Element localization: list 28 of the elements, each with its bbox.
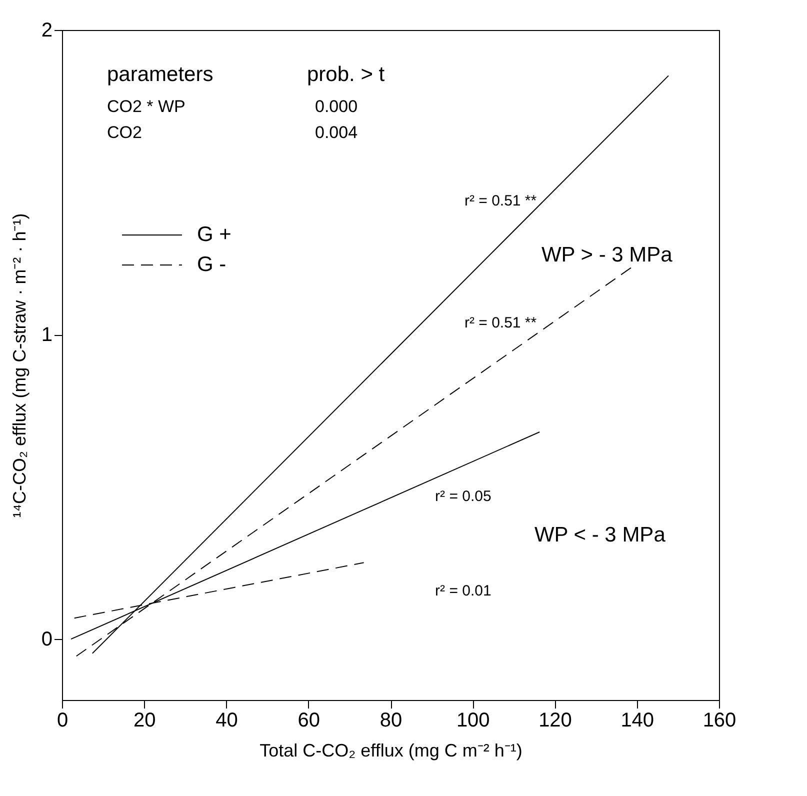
x-tick-label: 100: [456, 710, 490, 732]
x-axis-title: Total C-CO₂ efflux (mg C m⁻² h⁻¹): [260, 740, 522, 760]
x-tick-label: 20: [134, 710, 156, 732]
y-tick-label: 2: [41, 20, 52, 42]
y-tick-label: 0: [41, 628, 52, 651]
x-tick-label: 140: [620, 710, 654, 732]
annotation: 0.000: [315, 97, 358, 116]
x-tick-label: 120: [538, 710, 572, 732]
annotation: r² = 0.01: [435, 582, 492, 600]
x-tick-label: 60: [298, 710, 320, 732]
y-tick-label: 1: [41, 324, 52, 346]
legend-label: G +: [197, 223, 232, 246]
annotation: r² = 0.51 **: [464, 314, 537, 332]
x-tick-label: 160: [702, 710, 736, 732]
x-tick-label: 80: [380, 710, 402, 732]
annotation: WP > - 3 MPa: [541, 243, 673, 266]
annotation: WP < - 3 MPa: [534, 524, 666, 547]
annotation: parameters: [107, 63, 214, 86]
x-tick-label: 0: [56, 710, 68, 732]
y-axis-title: ¹⁴C-CO₂ efflux (mg C-straw · m⁻² · h⁻¹): [9, 213, 30, 518]
annotation: CO2: [107, 123, 142, 142]
legend-label: G -: [197, 253, 226, 276]
annotation: 0.004: [315, 123, 358, 142]
annotation: prob. > t: [307, 63, 385, 86]
x-tick-label: 40: [216, 710, 238, 732]
annotation: CO2 * WP: [107, 97, 186, 116]
annotation: r² = 0.51 **: [464, 192, 537, 210]
annotation: r² = 0.05: [435, 488, 492, 505]
